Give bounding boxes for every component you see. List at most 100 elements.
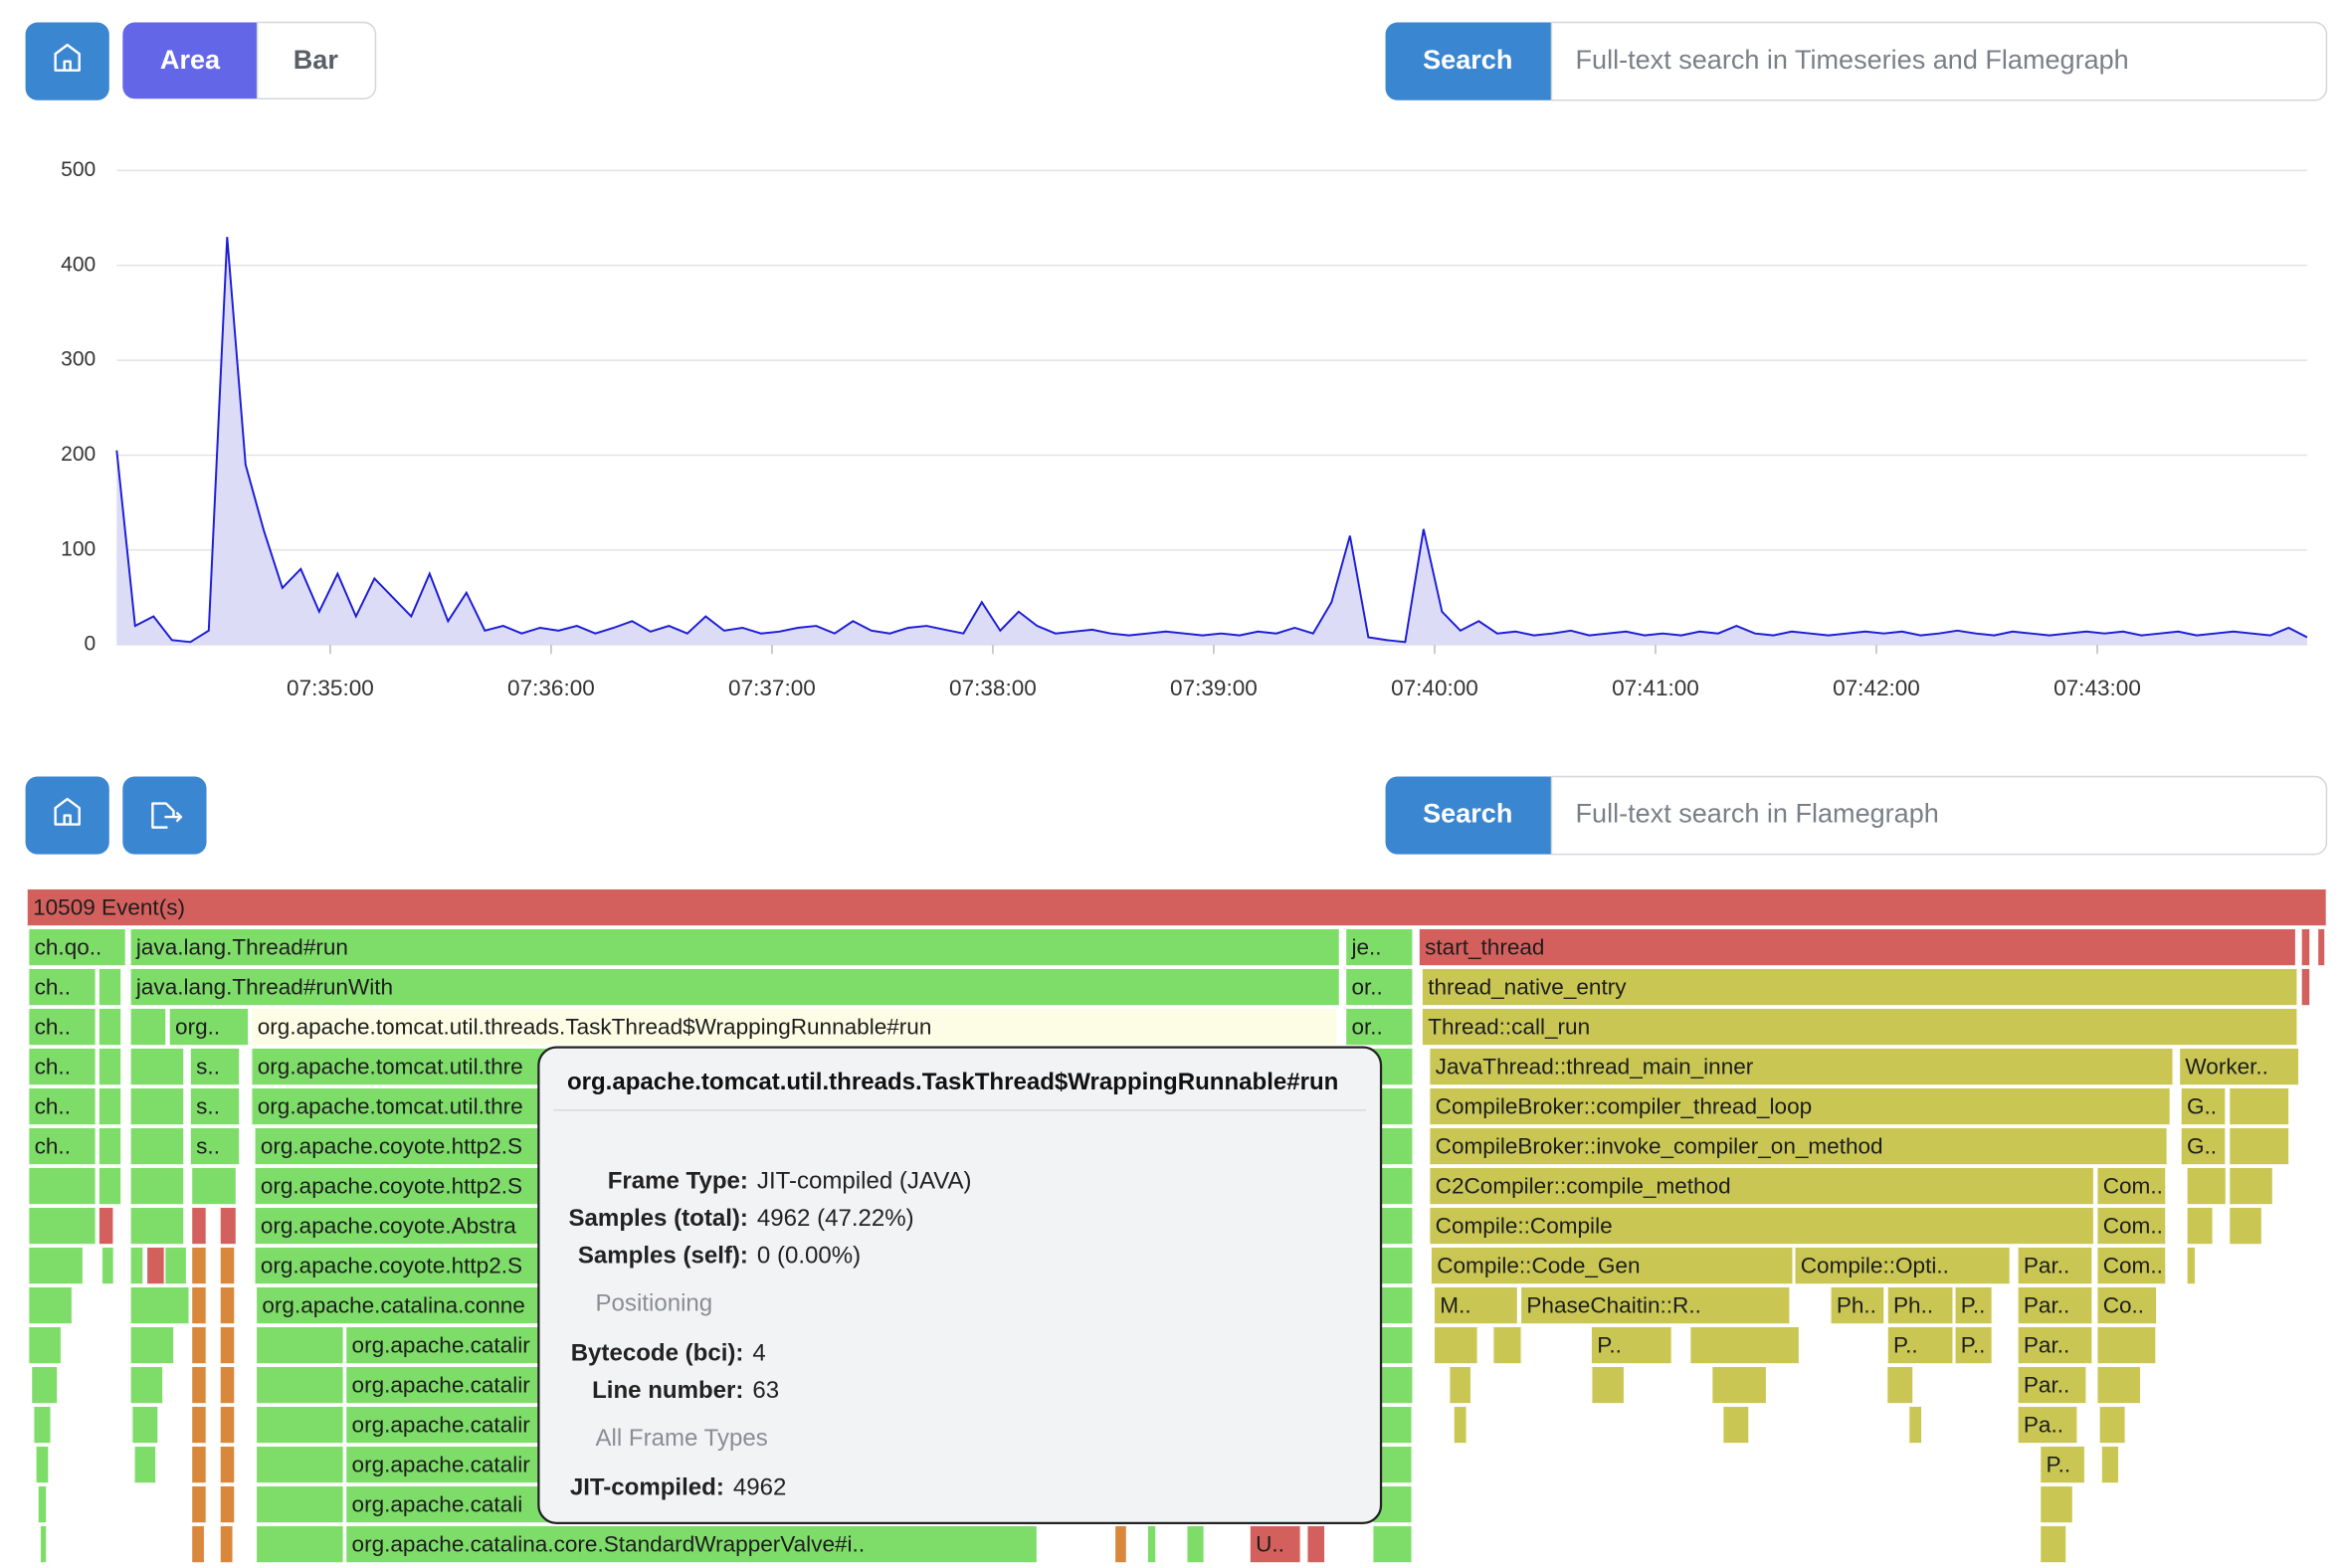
frame: java.lang.Thread#run	[129, 928, 1340, 966]
area-toggle[interactable]: Area	[122, 22, 258, 99]
tooltip-value: JIT-compiled (JAVA)	[757, 1167, 972, 1194]
frame-bar	[31, 1366, 58, 1404]
frame-bar	[98, 1087, 121, 1125]
frame	[2098, 1406, 2126, 1444]
frame-bar	[129, 968, 1340, 1006]
bar-toggle[interactable]: Bar	[256, 21, 377, 100]
frame	[1147, 1525, 1156, 1563]
frame-bar	[2180, 1127, 2227, 1165]
frame: Ph..	[1830, 1286, 1884, 1324]
frame-bar	[101, 1247, 114, 1284]
home-button[interactable]	[25, 22, 109, 100]
frame-bar	[1429, 1048, 2174, 1085]
frame-bar	[1429, 1127, 2168, 1165]
frame-bar	[1345, 1008, 1414, 1046]
frame-bar	[2017, 1286, 2093, 1324]
frame-bar	[1591, 1326, 1672, 1364]
frame-label: CompileBroker::invoke_compiler_on_method	[1436, 1134, 1883, 1159]
frame	[2101, 1446, 2119, 1483]
frame	[31, 1366, 58, 1404]
frame-bar	[190, 1127, 240, 1165]
frame	[220, 1406, 236, 1444]
frame: ch.qo..	[28, 928, 126, 966]
frame-bar	[2186, 1207, 2214, 1245]
frame: thread_native_entry	[1422, 968, 2298, 1006]
frame	[1492, 1326, 1522, 1364]
frame-label: G..	[2187, 1134, 2217, 1159]
frame-label: JavaThread::thread_main_inner	[1436, 1055, 1754, 1079]
frame	[2186, 1167, 2227, 1205]
frame	[1908, 1406, 1922, 1444]
frame-bar	[1429, 1167, 2094, 1205]
frame-label: Thread::call_run	[1428, 1015, 1590, 1040]
frame-bar	[191, 1525, 205, 1563]
frame-bar	[98, 1127, 121, 1165]
search-label: Search	[1423, 45, 1512, 75]
frame	[2229, 1167, 2273, 1205]
y-tick-label: 0	[85, 633, 97, 656]
frame-label: Par..	[2024, 1293, 2069, 1318]
frame-bar	[1186, 1525, 1205, 1563]
frame	[191, 1286, 207, 1324]
flamegraph-home-button[interactable]	[25, 776, 109, 855]
frame	[38, 1485, 47, 1523]
frame-bar	[256, 1406, 344, 1444]
export-button[interactable]	[122, 776, 207, 855]
frame-label: je..	[1350, 935, 1381, 960]
flamegraph-search-button[interactable]: Search	[1385, 776, 1552, 855]
frame-bar	[2096, 1207, 2167, 1245]
frame	[98, 1087, 121, 1125]
frame-label: org.apache.catali	[352, 1492, 523, 1517]
frame	[191, 1326, 207, 1364]
frame-bar	[129, 1167, 184, 1205]
tooltip-title: org.apache.tomcat.util.threads.TaskThrea…	[567, 1069, 1338, 1095]
tooltip-value: 4	[752, 1339, 765, 1366]
frame-label: Compile::Compile	[1436, 1214, 1613, 1239]
frame-bar	[1422, 1008, 2298, 1046]
frame-label: 10509 Event(s)	[33, 895, 185, 920]
frame	[129, 1008, 166, 1046]
frame-bar	[98, 1008, 121, 1046]
frame: PhaseChaitin::R..	[1520, 1286, 1791, 1324]
frame-bar	[2229, 1087, 2289, 1125]
frame: 10509 Event(s)	[27, 888, 2327, 926]
frame: P..	[1954, 1286, 1993, 1324]
tooltip-box	[537, 1046, 1383, 1525]
frame	[1372, 1525, 1413, 1563]
frame-bar	[191, 1326, 207, 1364]
area-fill	[116, 237, 2307, 646]
frame	[191, 1406, 207, 1444]
frame-bar	[129, 1326, 174, 1364]
flamegraph-search-input[interactable]: Full-text search in Flamegraph	[1550, 775, 2328, 856]
search-button[interactable]: Search	[1385, 22, 1552, 100]
frame: P..	[2040, 1446, 2085, 1483]
frame-bar	[1722, 1406, 1750, 1444]
frame-bar	[1492, 1326, 1522, 1364]
frame	[133, 1446, 156, 1483]
frame-bar	[251, 1008, 1338, 1046]
frame: U..	[1250, 1525, 1301, 1563]
frame	[191, 1485, 207, 1523]
frame-bar	[256, 1485, 344, 1523]
frame-bar	[1954, 1326, 1993, 1364]
frame-bar	[131, 1406, 159, 1444]
frame-bar	[28, 1087, 97, 1125]
frame: org..	[169, 1008, 249, 1046]
frame: M..	[1434, 1286, 1518, 1324]
frame-label: ch..	[35, 1015, 71, 1040]
frame-bar	[98, 1048, 121, 1085]
frame	[28, 1286, 73, 1324]
frame-label: start_thread	[1425, 935, 1544, 960]
frame-label: Ph..	[1837, 1293, 1876, 1318]
frame-bar	[191, 1286, 207, 1324]
frame-label: org.apache.coyote.http2.S	[261, 1174, 522, 1199]
frame	[2040, 1485, 2073, 1523]
frame-bar	[2186, 1247, 2196, 1284]
frame-bar	[38, 1485, 47, 1523]
frame: Com..	[2096, 1207, 2167, 1245]
frame: Co..	[2096, 1286, 2157, 1324]
search-input[interactable]: Full-text search in Timeseries and Flame…	[1550, 21, 2328, 101]
tooltip-label: Samples (total):	[569, 1205, 748, 1232]
frame	[129, 1326, 174, 1364]
